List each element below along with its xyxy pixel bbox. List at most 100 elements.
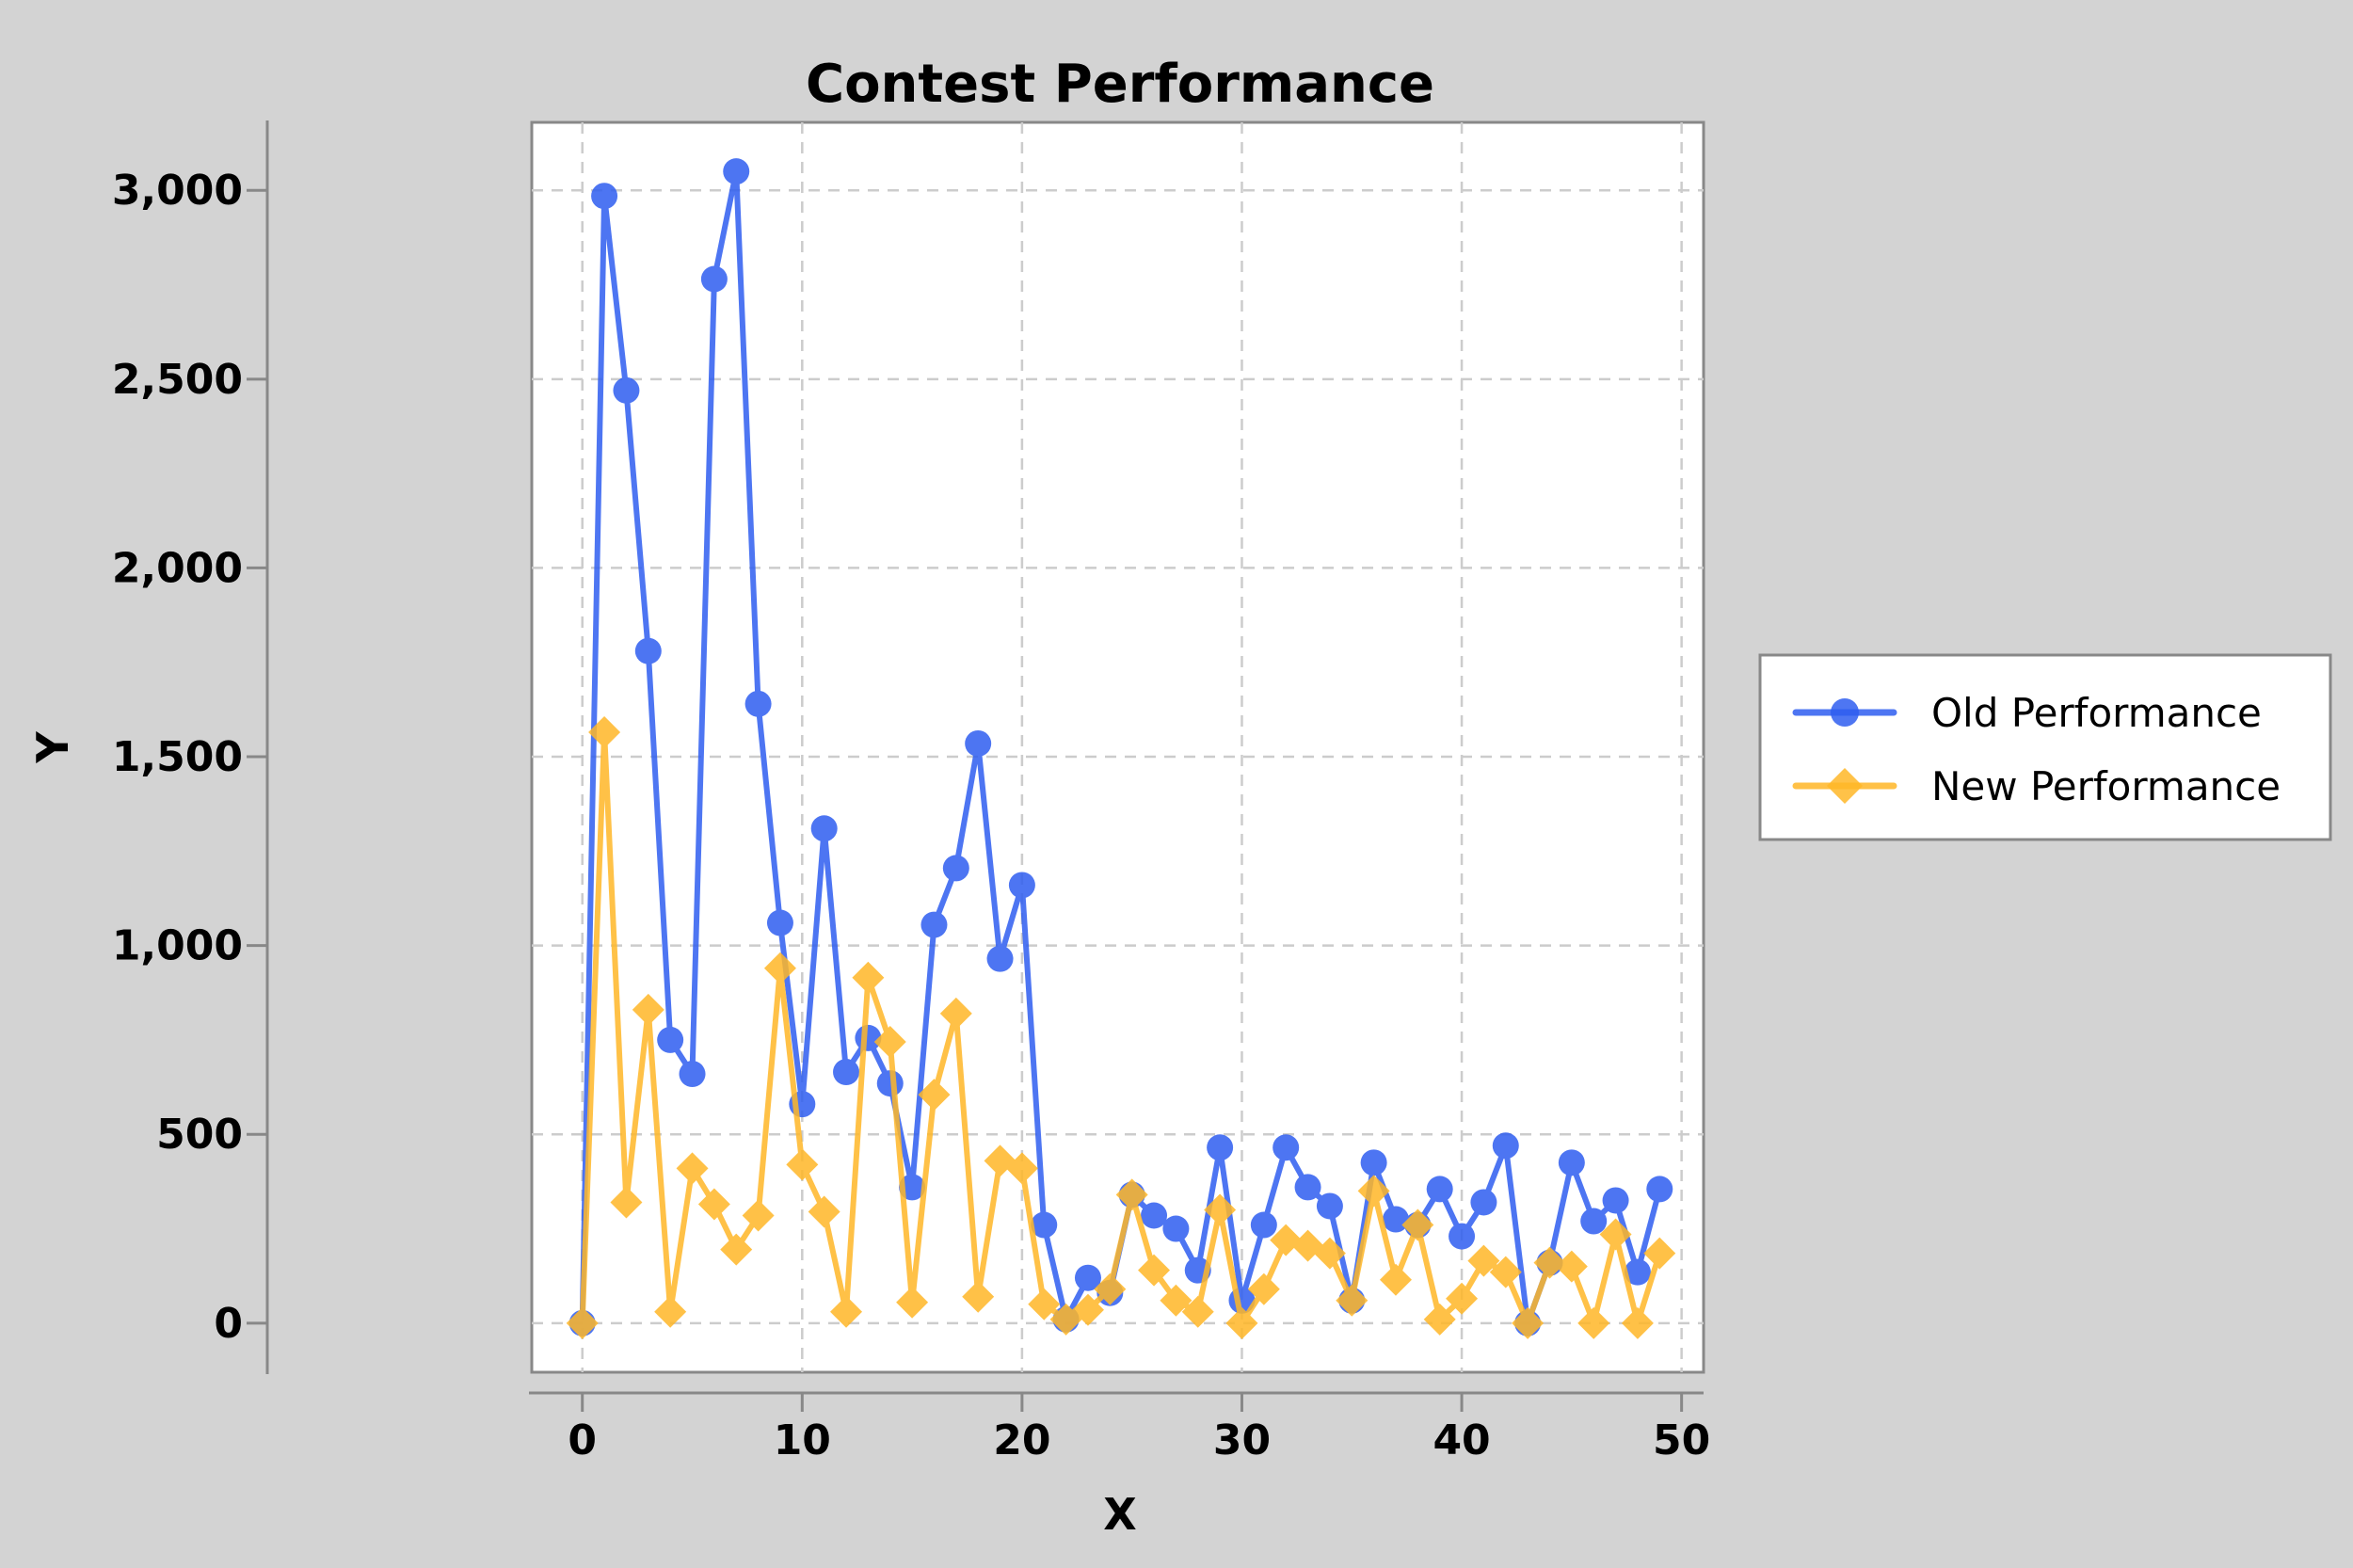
data-point [1225,1306,1258,1339]
data-point [1577,1306,1610,1339]
data-point [1470,1189,1497,1216]
data-point [1162,1215,1190,1242]
data-point [1273,1134,1300,1161]
data-point [1555,1250,1588,1283]
data-point [1426,1176,1453,1203]
x-ticks: 0 10 20 30 40 50 [568,1393,1710,1464]
data-point [1313,1237,1346,1270]
data-point [918,1079,951,1112]
data-point [742,1199,775,1232]
data-point [1094,1272,1127,1305]
data-point [654,1295,687,1328]
y-tick-label: 500 [156,1111,243,1159]
data-point [723,158,750,185]
data-point [810,815,838,842]
data-point [852,961,885,994]
data-point [942,855,969,882]
data-point [1071,1293,1104,1326]
y-tick-label: 2,500 [112,356,243,404]
x-tick-label: 50 [1653,1416,1710,1464]
data-point [920,911,948,938]
data-point [1138,1254,1171,1287]
data-point [1204,1193,1237,1226]
legend-marker-old-performance [1831,698,1859,727]
data-point [763,952,796,984]
x-tick-label: 30 [1213,1416,1271,1464]
x-tick-label: 20 [993,1416,1050,1464]
chart-title: Contest Performance [806,54,1434,115]
y-tick-label: 1,500 [112,733,243,781]
data-point [1207,1134,1234,1161]
data-point [634,637,662,664]
data-point [676,1152,709,1185]
x-tick-label: 40 [1433,1416,1490,1464]
y-tick-label: 2,000 [112,544,243,592]
y-tick-label: 0 [214,1300,243,1348]
data-point [588,715,621,748]
data-point [855,1024,882,1051]
data-point [1449,1223,1476,1250]
data-point [1294,1174,1321,1201]
data-point [1379,1263,1412,1296]
legend-label-old-performance: Old Performance [1931,690,2262,736]
plot-area [530,120,1705,1374]
data-point [1270,1224,1303,1256]
data-point [657,1026,684,1053]
data-point [1141,1202,1168,1229]
data-point [1423,1303,1456,1336]
x-axis-label: X [1103,1489,1136,1540]
data-point [1031,1211,1058,1239]
data-point [873,1025,906,1058]
legend-box [1758,653,2332,841]
data-point [1401,1208,1434,1241]
data-point [1489,1256,1522,1288]
data-point [896,1286,929,1319]
data-point [1492,1132,1519,1160]
data-point [1580,1208,1608,1235]
data-point [1247,1272,1280,1305]
data-point [1028,1288,1061,1320]
data-point [1599,1218,1632,1251]
data-point [1008,872,1035,899]
data-point [720,1233,753,1266]
data-point [1357,1175,1390,1208]
data-point [1558,1149,1585,1176]
y-ticks: 0 500 1,000 1,500 2,000 2,500 3,000 [112,167,267,1348]
data-point [833,1059,860,1086]
data-point [1512,1306,1545,1339]
legend: Old Performance New Performance [1758,653,2332,841]
data-point [613,376,640,404]
x-tick-label: 10 [774,1416,831,1464]
data-point [1360,1149,1387,1176]
data-point [1074,1264,1101,1291]
data-point [744,690,772,717]
data-point [962,1280,995,1313]
y-tick-label: 1,000 [112,922,243,970]
series-new-performance [566,715,1676,1339]
data-point [1250,1211,1277,1239]
data-point [610,1186,643,1219]
data-point [939,997,972,1030]
data-point [808,1195,840,1228]
data-point [986,945,1014,972]
data-point [1316,1192,1343,1220]
legend-label-new-performance: New Performance [1931,763,2281,809]
data-point [830,1295,863,1328]
data-point [1533,1246,1566,1279]
x-tick-label: 0 [568,1416,597,1464]
data-point [965,729,992,757]
data-point [700,265,728,293]
data-point [591,183,618,210]
series-layer [566,158,1676,1339]
data-point [1467,1244,1500,1277]
data-point [1621,1306,1654,1339]
data-point [566,1306,599,1339]
data-point [766,909,793,936]
data-point [697,1188,730,1221]
data-point [1602,1187,1629,1214]
data-point [1160,1284,1193,1317]
data-point [1643,1237,1676,1270]
y-axis-label: Y [27,731,78,764]
data-point [786,1148,819,1181]
